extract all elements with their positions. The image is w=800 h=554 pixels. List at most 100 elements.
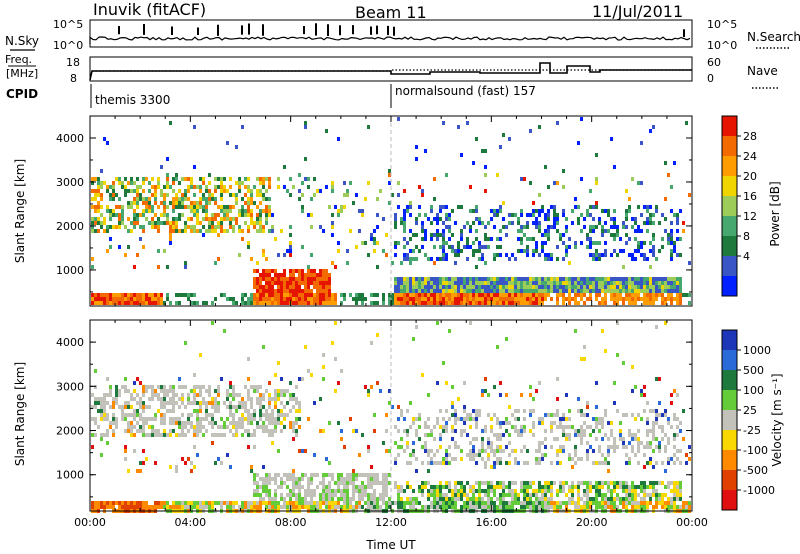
heatmap-cell bbox=[157, 393, 160, 397]
heatmap-cell bbox=[169, 409, 172, 413]
heatmap-cell bbox=[640, 285, 643, 289]
heatmap-cell bbox=[412, 301, 415, 305]
heatmap-cell bbox=[253, 297, 256, 301]
heatmap-cell bbox=[322, 281, 325, 285]
heatmap-cell bbox=[493, 209, 496, 213]
colorbar-cell bbox=[722, 330, 737, 351]
heatmap-cell bbox=[487, 285, 490, 289]
heatmap-cell bbox=[598, 257, 601, 261]
heatmap-cell bbox=[652, 125, 655, 129]
heatmap-cell bbox=[289, 381, 292, 385]
heatmap-cell bbox=[217, 457, 220, 461]
heatmap-cell bbox=[106, 229, 109, 233]
heatmap-cell bbox=[448, 217, 451, 221]
heatmap-cell bbox=[436, 505, 439, 509]
heatmap-cell bbox=[115, 297, 118, 301]
heatmap-cell bbox=[427, 449, 430, 453]
heatmap-cell bbox=[205, 429, 208, 433]
heatmap-cell bbox=[109, 301, 112, 305]
heatmap-cell bbox=[541, 489, 544, 493]
heatmap-cell bbox=[412, 421, 415, 425]
heatmap-cell bbox=[256, 485, 259, 489]
heatmap-cell bbox=[640, 497, 643, 501]
heatmap-cell bbox=[352, 493, 355, 497]
heatmap-cell bbox=[247, 177, 250, 181]
heatmap-cell bbox=[259, 385, 262, 389]
heatmap-cell bbox=[478, 285, 481, 289]
heatmap-cell bbox=[199, 401, 202, 405]
heatmap-cell bbox=[565, 501, 568, 505]
heatmap-cell bbox=[160, 413, 163, 417]
heatmap-cell bbox=[247, 189, 250, 193]
heatmap-cell bbox=[529, 277, 532, 281]
heatmap-cell bbox=[133, 433, 136, 437]
heatmap-cell bbox=[607, 485, 610, 489]
heatmap-cell bbox=[571, 297, 574, 301]
heatmap-cell bbox=[490, 489, 493, 493]
heatmap-cell bbox=[340, 437, 343, 441]
heatmap-cell bbox=[523, 293, 526, 297]
heatmap-cell bbox=[493, 213, 496, 217]
heatmap-cell bbox=[301, 505, 304, 509]
heatmap-cell bbox=[256, 289, 259, 293]
heatmap-cell bbox=[325, 289, 328, 293]
heatmap-cell bbox=[550, 445, 553, 449]
heatmap-cell bbox=[652, 421, 655, 425]
heatmap-cell bbox=[265, 501, 268, 505]
heatmap-cell bbox=[499, 281, 502, 285]
heatmap-cell bbox=[268, 197, 271, 201]
heatmap-cell bbox=[241, 421, 244, 425]
heatmap-cell bbox=[229, 501, 232, 505]
heatmap-cell bbox=[397, 193, 400, 197]
heatmap-cell bbox=[457, 285, 460, 289]
heatmap-cell bbox=[301, 501, 304, 505]
heatmap-cell bbox=[346, 473, 349, 477]
heatmap-cell bbox=[439, 489, 442, 493]
heatmap-cell bbox=[328, 285, 331, 289]
heatmap-cell bbox=[664, 277, 667, 281]
heatmap-cell bbox=[403, 209, 406, 213]
heatmap-cell bbox=[313, 501, 316, 505]
heatmap-cell bbox=[577, 481, 580, 485]
heatmap-cell bbox=[466, 245, 469, 249]
heatmap-cell bbox=[268, 429, 271, 433]
heatmap-cell bbox=[652, 481, 655, 485]
heatmap-cell bbox=[499, 209, 502, 213]
heatmap-cell bbox=[412, 441, 415, 445]
heatmap-cell bbox=[676, 301, 679, 305]
heatmap-cell bbox=[424, 297, 427, 301]
heatmap-cell bbox=[154, 221, 157, 225]
heatmap-cell bbox=[112, 501, 115, 505]
heatmap-cell bbox=[424, 301, 427, 305]
heatmap-cell bbox=[643, 257, 646, 261]
heatmap-cell bbox=[535, 489, 538, 493]
heatmap-cell bbox=[253, 445, 256, 449]
heatmap-cell bbox=[139, 461, 142, 465]
heatmap-cell bbox=[181, 401, 184, 405]
heatmap-cell bbox=[274, 277, 277, 281]
y-tick-label: 3000 bbox=[56, 176, 84, 189]
heatmap-cell bbox=[298, 501, 301, 505]
heatmap-cell bbox=[613, 233, 616, 237]
heatmap-cell bbox=[157, 249, 160, 253]
heatmap-cell bbox=[316, 277, 319, 281]
heatmap-cell bbox=[592, 205, 595, 209]
heatmap-cell bbox=[655, 481, 658, 485]
heatmap-cell bbox=[154, 201, 157, 205]
heatmap-cell bbox=[403, 245, 406, 249]
heatmap-cell bbox=[307, 269, 310, 273]
heatmap-cell bbox=[502, 421, 505, 425]
heatmap-cell bbox=[418, 297, 421, 301]
heatmap-cell bbox=[286, 289, 289, 293]
heatmap-cell bbox=[592, 217, 595, 221]
heatmap-cell bbox=[664, 409, 667, 413]
heatmap-cell bbox=[175, 301, 178, 305]
heatmap-cell bbox=[598, 421, 601, 425]
heatmap-cell bbox=[433, 177, 436, 181]
heatmap-cell bbox=[274, 293, 277, 297]
heatmap-cell bbox=[469, 417, 472, 421]
heatmap-cell bbox=[472, 221, 475, 225]
heatmap-cell bbox=[676, 449, 679, 453]
heatmap-cell bbox=[499, 421, 502, 425]
heatmap-cell bbox=[406, 277, 409, 281]
